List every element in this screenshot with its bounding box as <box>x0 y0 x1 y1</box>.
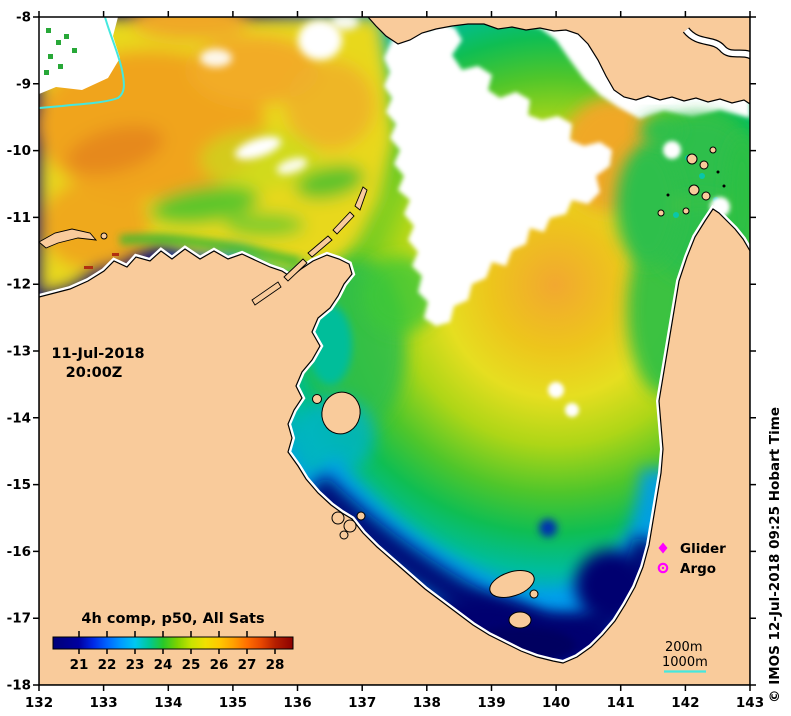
colorbar-title: 4h comp, p50, All Sats <box>81 611 264 627</box>
sst-arafura-field <box>39 17 395 295</box>
contour-1000m-label: 1000m <box>662 655 708 670</box>
y-tick-label: -12 <box>7 277 31 293</box>
corner-data-specks <box>44 28 77 75</box>
x-axis-labels: 132 133 134 135 136 137 138 139 140 141 … <box>25 695 764 711</box>
depth-contour-legend: 200m 1000m <box>662 640 708 673</box>
x-tick-label: 141 <box>607 695 635 711</box>
axis-ticks <box>33 11 756 691</box>
x-tick-label: 137 <box>348 695 376 711</box>
coastal-green-band <box>119 233 302 267</box>
attribution-text: © IMOS 12-Jul-2018 09:25 Hobart Time <box>767 407 783 703</box>
x-tick-label: 140 <box>542 695 570 711</box>
cb-tick-label: 23 <box>126 657 145 673</box>
y-tick-label: -10 <box>7 143 31 159</box>
hot-spot-speck <box>112 253 119 256</box>
colorbar-gradient <box>52 636 294 650</box>
colorbar-ticks <box>78 631 276 654</box>
y-tick-label: -15 <box>7 477 31 493</box>
cb-tick-label: 27 <box>238 657 257 673</box>
x-tick-label: 138 <box>413 695 441 711</box>
hot-spot-speck <box>84 266 93 269</box>
x-tick-label: 136 <box>283 695 311 711</box>
x-tick-label: 135 <box>219 695 247 711</box>
contour-200m-label: 200m <box>665 640 702 655</box>
y-tick-label: -8 <box>16 10 31 26</box>
date-annotation: 11-Jul-2018 20:00Z <box>51 346 144 381</box>
reef-specks <box>666 170 726 197</box>
map-plot-area <box>39 17 750 685</box>
y-tick-label: -11 <box>7 210 31 226</box>
x-tick-label: 133 <box>90 695 118 711</box>
argo-label: Argo <box>680 561 716 577</box>
x-tick-label: 134 <box>154 695 182 711</box>
x-tick-label: 142 <box>671 695 699 711</box>
y-tick-label: -17 <box>7 611 31 627</box>
png-river-channel <box>682 27 750 60</box>
cb-tick-label: 25 <box>182 657 201 673</box>
depth-contour-line <box>39 17 125 109</box>
x-tick-label: 132 <box>25 695 53 711</box>
y-tick-label: -9 <box>16 76 31 92</box>
y-tick-label: -16 <box>7 544 31 560</box>
date-line1: 11-Jul-2018 <box>51 346 144 362</box>
cb-tick-label: 21 <box>70 657 89 673</box>
y-tick-label: -13 <box>7 344 31 360</box>
glider-label: Glider <box>680 541 726 557</box>
y-tick-label: -14 <box>7 410 31 426</box>
colorbar: 4h comp, p50, All Sats 21 22 23 24 25 26… <box>52 611 294 673</box>
x-tick-label: 139 <box>477 695 505 711</box>
cb-tick-label: 26 <box>210 657 229 673</box>
y-axis-labels: -8 -9 -10 -11 -12 -13 -14 -15 -16 -17 -1… <box>7 10 31 694</box>
colorbar-tick-labels: 21 22 23 24 25 26 27 28 <box>70 657 285 673</box>
png-land <box>367 17 750 105</box>
australia-land <box>39 208 750 685</box>
glider-marker-icon <box>658 542 668 554</box>
argo-marker-icon <box>657 562 669 574</box>
islands <box>39 146 717 629</box>
cb-tick-label: 22 <box>98 657 117 673</box>
platform-legend: Glider Argo <box>657 541 726 577</box>
date-line2: 20:00Z <box>66 365 123 381</box>
cb-tick-label: 28 <box>266 657 285 673</box>
x-tick-label: 143 <box>736 695 764 711</box>
cb-tick-label: 24 <box>154 657 173 673</box>
y-tick-label: -18 <box>7 678 31 694</box>
